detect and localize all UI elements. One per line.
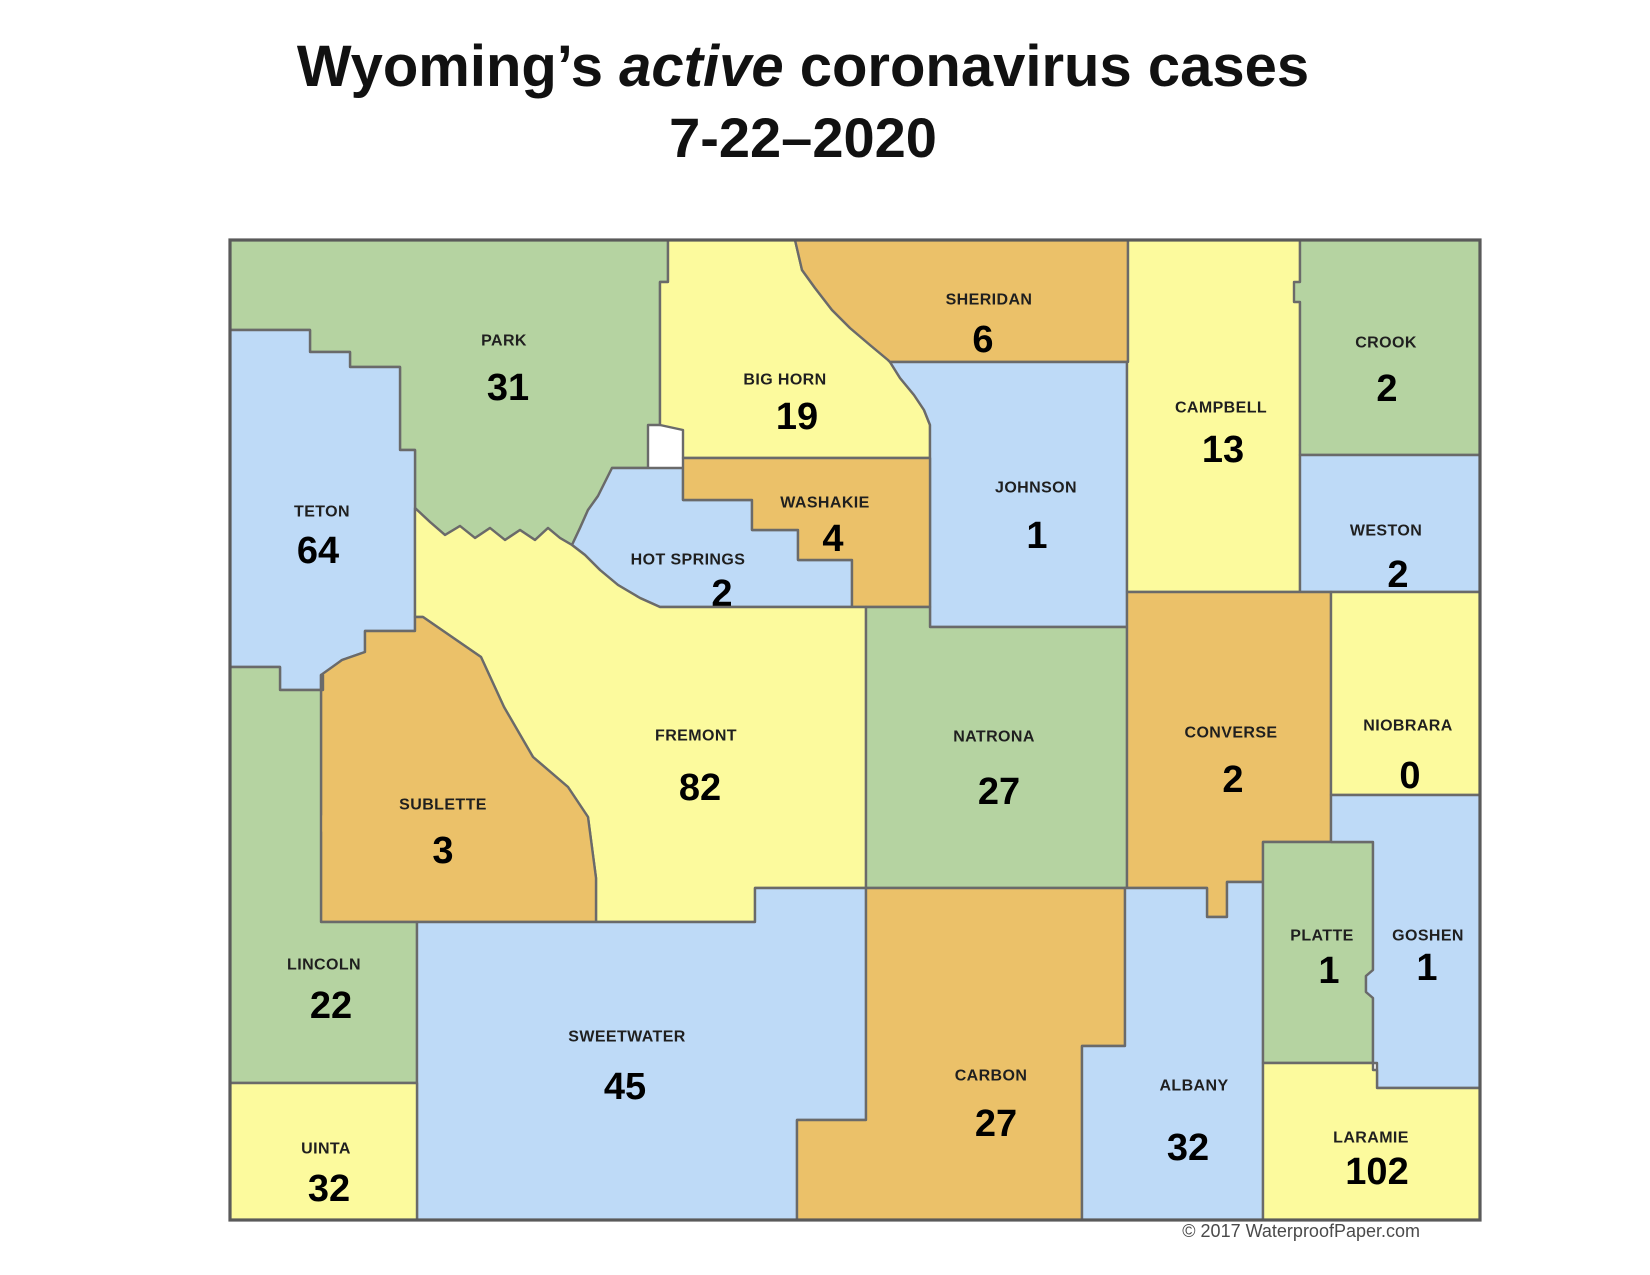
county-campbell: CAMPBELL 13 [1125, 238, 1302, 594]
copyright-text: © 2017 WaterproofPaper.com [1182, 1221, 1420, 1241]
county-uinta-label: UINTA [301, 1141, 351, 1158]
county-park-cases: 31 [487, 367, 529, 409]
county-campbell-label: CAMPBELL [1175, 400, 1267, 417]
title-suffix: coronavirus cases [783, 34, 1310, 99]
county-bighorn: BIG HORN 19 [658, 238, 932, 460]
county-teton-cases: 64 [297, 530, 339, 572]
county-bighorn-cases: 19 [776, 396, 818, 438]
county-sheridan-cases: 6 [972, 319, 993, 361]
county-hotsprings-label: HOT SPRINGS [631, 552, 746, 569]
county-platte-label: PLATTE [1290, 928, 1353, 945]
county-platte: PLATTE 1 [1261, 840, 1375, 1065]
county-uinta: UINTA 32 [228, 1081, 419, 1222]
county-goshen-cases: 1 [1416, 947, 1437, 989]
county-crook-label: CROOK [1355, 335, 1417, 352]
county-hotsprings: HOT SPRINGS 2 [570, 466, 854, 615]
page-title: Wyoming’s active coronavirus cases 7-22–… [297, 38, 1309, 166]
county-park-label: PARK [481, 333, 527, 350]
county-lincoln-cases: 22 [310, 985, 352, 1027]
title-date: 7-22–2020 [669, 106, 937, 169]
county-goshen-label: GOSHEN [1392, 928, 1464, 945]
county-fremont-cases: 82 [679, 767, 721, 809]
county-johnson: JOHNSON 1 [888, 360, 1129, 629]
county-weston-label: WESTON [1350, 523, 1422, 540]
county-weston-cases: 2 [1387, 554, 1408, 596]
county-sublette-cases: 3 [432, 830, 453, 872]
county-sheridan-label: SHERIDAN [946, 292, 1033, 309]
county-sweetwater-cases: 45 [604, 1066, 646, 1108]
county-fremont-label: FREMONT [655, 728, 737, 745]
title-line-1: Wyoming’s active coronavirus cases [297, 38, 1309, 96]
county-sheridan: SHERIDAN 6 [793, 238, 1130, 364]
county-converse-label: CONVERSE [1185, 725, 1278, 742]
county-crook-cases: 2 [1376, 368, 1397, 410]
county-natrona-cases: 27 [978, 771, 1020, 813]
county-washakie: WASHAKIE 4 [681, 456, 932, 609]
county-lincoln-label: LINCOLN [287, 957, 361, 974]
county-niobrara-cases: 0 [1399, 755, 1420, 797]
county-natrona: NATRONA 27 [864, 605, 1129, 890]
county-sweetwater-label: SWEETWATER [568, 1029, 686, 1046]
county-converse-cases: 2 [1222, 759, 1243, 801]
county-washakie-label: WASHAKIE [780, 495, 869, 512]
county-lincoln: LINCOLN 22 [228, 665, 419, 1085]
title-emphasis: active [619, 34, 784, 99]
county-albany-label: ALBANY [1159, 1078, 1228, 1095]
county-platte-cases: 1 [1318, 950, 1339, 992]
county-weston: WESTON 2 [1298, 453, 1482, 596]
county-crook: CROOK 2 [1292, 238, 1482, 457]
county-laramie: LARAMIE 102 [1261, 1061, 1482, 1222]
county-natrona-label: NATRONA [953, 729, 1035, 746]
county-washakie-shape [681, 456, 932, 609]
county-natrona-shape [864, 605, 1129, 890]
county-johnson-label: JOHNSON [995, 480, 1077, 497]
state-border [228, 238, 1482, 1222]
county-hotsprings-cases: 2 [711, 573, 732, 615]
county-laramie-label: LARAMIE [1333, 1130, 1409, 1147]
county-campbell-cases: 13 [1202, 429, 1244, 471]
county-niobrara-label: NIOBRARA [1363, 718, 1452, 735]
county-uinta-cases: 32 [308, 1168, 350, 1210]
title-prefix: Wyoming’s [296, 34, 620, 99]
county-carbon-cases: 27 [975, 1103, 1017, 1145]
county-sublette: SUBLETTE 3 [313, 615, 598, 924]
county-sublette-label: SUBLETTE [399, 797, 487, 814]
county-washakie-cases: 4 [822, 518, 843, 560]
county-teton-label: TETON [294, 504, 350, 521]
county-bighorn-label: BIG HORN [743, 372, 826, 389]
county-carbon-label: CARBON [955, 1068, 1028, 1085]
county-albany-cases: 32 [1167, 1127, 1209, 1169]
county-niobrara: NIOBRARA 0 [1329, 590, 1482, 797]
county-laramie-cases: 102 [1345, 1151, 1408, 1193]
county-johnson-cases: 1 [1026, 515, 1047, 557]
